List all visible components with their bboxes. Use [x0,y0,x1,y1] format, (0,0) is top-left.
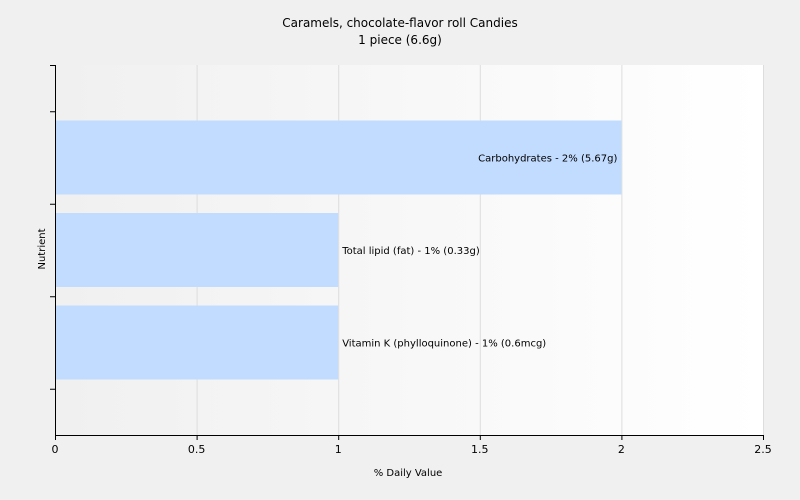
chart-title: Caramels, chocolate-flavor roll Candies [282,16,517,30]
bar [55,213,339,287]
bar [55,120,622,195]
bar [55,305,339,380]
x-tick-label: 0 [52,443,59,456]
x-axis-title: % Daily Value [374,468,443,479]
y-axis-title: Nutrient [37,228,48,269]
x-tick-label: 1 [335,443,342,456]
bars: Carbohydrates - 2% (5.67g) Total lipid (f… [55,120,622,380]
chart-subtitle: 1 piece (6.6g) [358,33,442,47]
bar-label: Vitamin K (phylloquinone) - 1% (0.6mcg) [342,339,546,350]
x-tick-label: 2.5 [754,443,772,456]
bar-label: Carbohydrates - 2% (5.67g) [478,154,617,165]
x-tick-label: 0.5 [188,443,206,456]
x-tick-label: 2 [618,443,625,456]
x-tick-label: 1.5 [471,443,489,456]
axes: 0 0.5 1 1.5 2 2.5 [50,65,772,456]
bar-label: Total lipid (fat) - 1% (0.33g) [341,246,480,257]
